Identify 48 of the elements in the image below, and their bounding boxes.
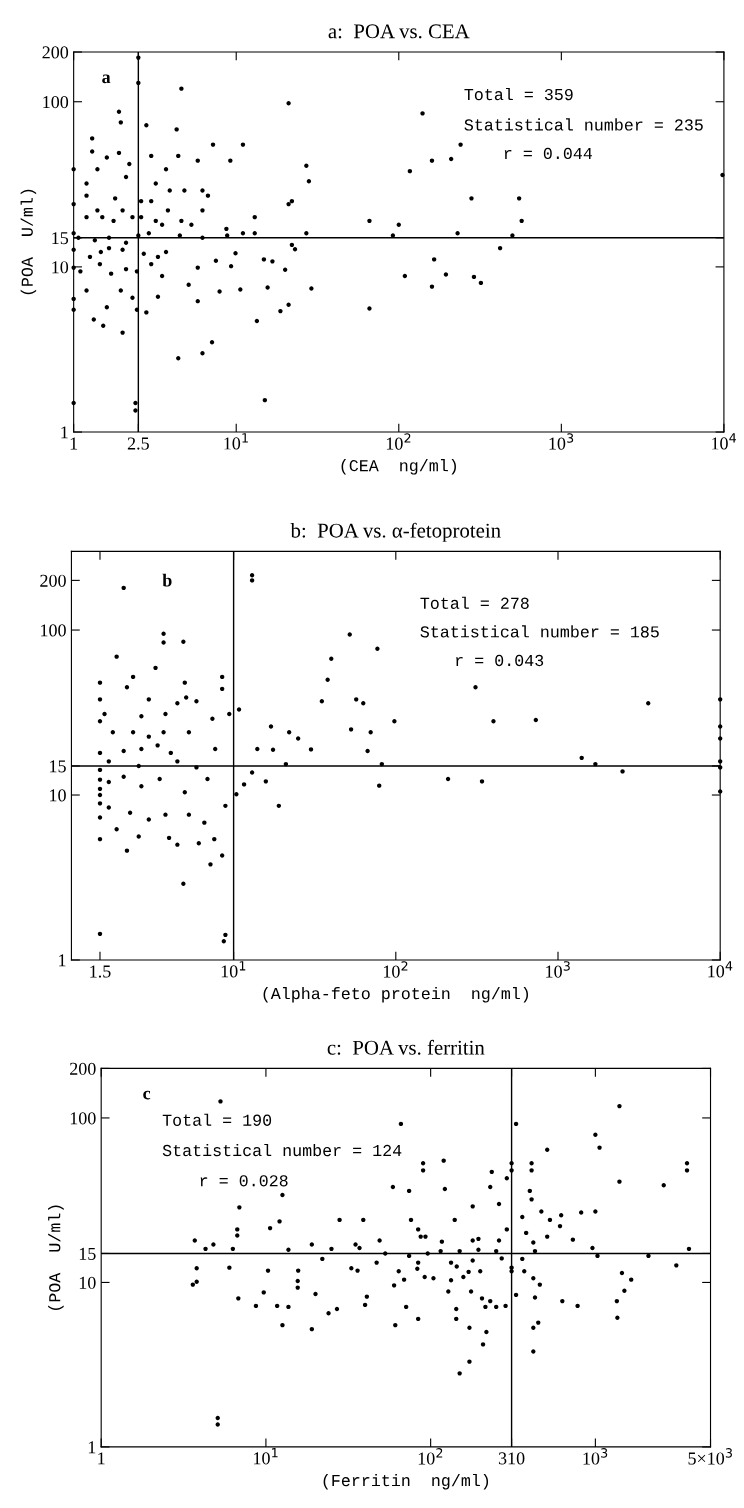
y-tick-label: 200 xyxy=(42,46,69,59)
x-tick-label: 10$^{1}$ xyxy=(224,433,248,450)
annotation: c xyxy=(143,1090,151,1100)
annotation: Statistical number = 124 xyxy=(162,1143,402,1157)
chart-title: a: POA vs. CEA xyxy=(328,24,470,39)
y-axis-title: (POA U/ml) xyxy=(20,189,37,295)
x-tick-label: 10$^{4}$ xyxy=(708,961,733,978)
annotation: r = 0.043 xyxy=(456,654,544,667)
y-tick-label: 15 xyxy=(79,1247,96,1260)
x-tick-label: 2.5 xyxy=(127,437,149,450)
y-tick-label: 100 xyxy=(41,624,66,637)
x-tick-label: 10$^{1}$ xyxy=(254,1448,278,1465)
annotation: a xyxy=(102,74,111,84)
x-tick-label: 10$^{3}$ xyxy=(583,1448,608,1465)
annotation: Statistical number = 235 xyxy=(464,118,703,131)
annotation: r = 0.044 xyxy=(504,147,592,160)
chart-title: b: POA vs. α-fetoprotein xyxy=(290,522,501,542)
x-tick-label: 10$^{2}$ xyxy=(418,1448,443,1465)
x-axis-title: (CEA ng/ml) xyxy=(341,459,456,475)
y-axis-title: (POA U/ml) xyxy=(48,1205,64,1310)
x-axis-title: (Alpha-feto protein ng/ml) xyxy=(263,987,529,1003)
x-axis-title: (Ferritin ng/ml) xyxy=(323,1473,489,1490)
y-tick-label: 10 xyxy=(52,261,69,274)
y-tick-label: 15 xyxy=(52,232,69,245)
x-tick-label: 10$^{2}$ xyxy=(386,433,411,450)
y-tick-label: 15 xyxy=(50,760,66,773)
y-tick-label: 100 xyxy=(70,1112,96,1125)
x-tick-label: 1 xyxy=(98,1452,105,1465)
annotation: r = 0.028 xyxy=(200,1175,288,1187)
x-tick-label: 1.5 xyxy=(90,965,111,978)
annotation: b xyxy=(162,573,172,587)
y-tick-label: 100 xyxy=(43,96,69,109)
chart-title: c: POA vs. ferritin xyxy=(327,1039,485,1055)
annotation: Total = 278 xyxy=(420,596,529,609)
x-tick-label: 10$^{4}$ xyxy=(712,433,737,450)
y-tick-label: 200 xyxy=(70,1062,96,1075)
y-tick-label: 200 xyxy=(40,574,66,587)
x-tick-label: 310 xyxy=(498,1452,525,1465)
x-tick-label: 10$^{3}$ xyxy=(546,961,570,978)
x-tick-label: 10$^{2}$ xyxy=(383,961,408,978)
x-tick-label: 10$^{1}$ xyxy=(221,961,246,978)
y-tick-label: 10 xyxy=(50,789,66,802)
annotation: Statistical number = 185 xyxy=(420,625,659,638)
x-tick-label: 5×10$^{3}$ xyxy=(688,1448,732,1465)
annotation: Total = 359 xyxy=(464,87,573,101)
x-tick-label: 10$^{3}$ xyxy=(549,433,574,450)
annotation: Total = 190 xyxy=(162,1113,272,1126)
y-tick-label: 10 xyxy=(79,1276,96,1289)
